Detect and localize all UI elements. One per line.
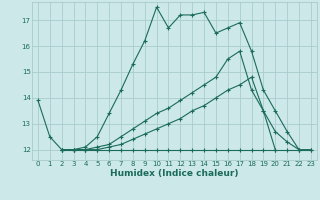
X-axis label: Humidex (Indice chaleur): Humidex (Indice chaleur) (110, 169, 239, 178)
